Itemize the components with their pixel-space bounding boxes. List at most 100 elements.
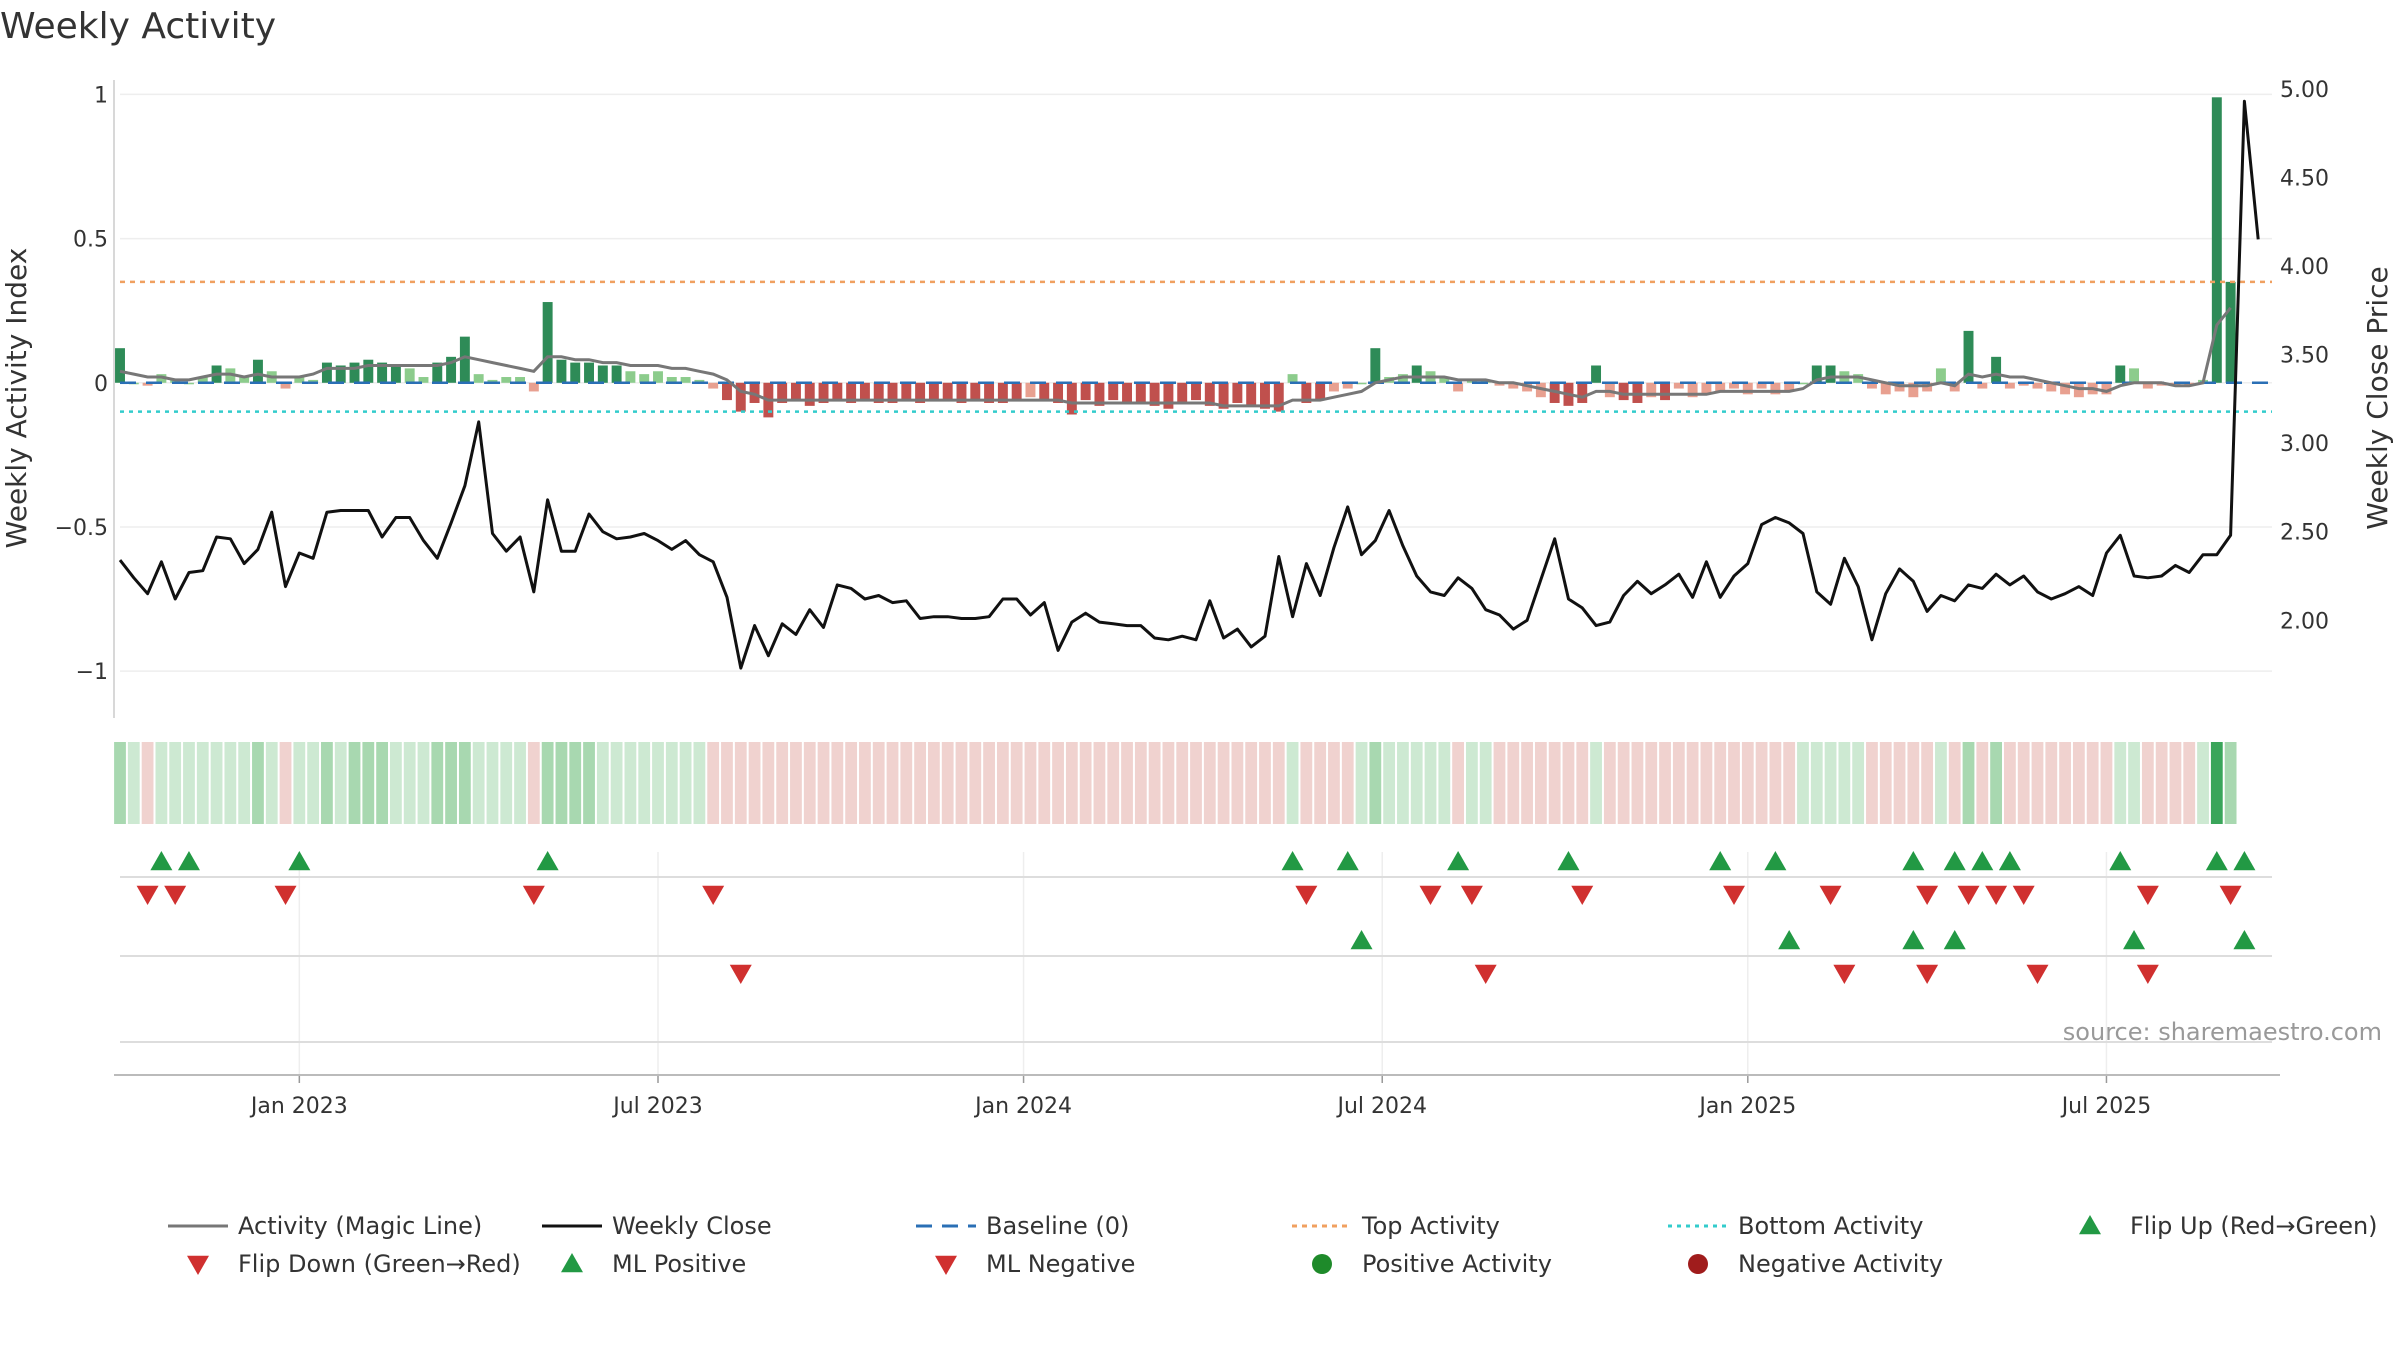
activity-bar bbox=[432, 362, 443, 383]
activity-bar bbox=[846, 382, 857, 403]
ml-negative-marker bbox=[1474, 964, 1497, 984]
heat-cell bbox=[2224, 742, 2237, 824]
heat-cell bbox=[1645, 742, 1658, 824]
activity-bar bbox=[915, 382, 926, 403]
heat-cell bbox=[1203, 742, 1216, 824]
legend-item-bottom: Bottom Activity bbox=[1668, 1212, 1923, 1240]
heat-cell bbox=[1962, 742, 1975, 824]
heat-cell bbox=[1893, 742, 1906, 824]
heat-cell bbox=[1162, 742, 1175, 824]
heat-cell bbox=[1217, 742, 1230, 824]
activity-bar bbox=[390, 365, 401, 383]
heat-cell bbox=[2141, 742, 2154, 824]
ml-negative-marker bbox=[2026, 964, 2049, 984]
heat-cell bbox=[1935, 742, 1947, 824]
heat-cell bbox=[1134, 742, 1147, 824]
heat-cell bbox=[486, 742, 499, 824]
heat-cell bbox=[1341, 742, 1354, 824]
legend-item-flipup: Flip Up (Red→Green) bbox=[2079, 1212, 2378, 1240]
heat-cell bbox=[707, 742, 720, 824]
y-axis-left-title: Weekly Activity Index bbox=[0, 248, 33, 549]
heat-cell bbox=[762, 742, 775, 824]
activity-bar bbox=[901, 382, 912, 401]
heat-cell bbox=[417, 742, 430, 824]
heat-cell bbox=[183, 742, 195, 824]
activity-bar bbox=[1301, 382, 1312, 403]
heat-cell bbox=[1783, 742, 1796, 824]
activity-bar bbox=[1646, 382, 1657, 398]
activity-bar bbox=[1963, 330, 1974, 383]
activity-bar bbox=[1715, 382, 1726, 392]
x-tick-label: Jul 2024 bbox=[1335, 1094, 1427, 1119]
activity-bar bbox=[680, 377, 691, 383]
activity-bar bbox=[1149, 382, 1160, 406]
heat-cell bbox=[652, 742, 664, 824]
legend-item-mlneg: ML Negative bbox=[935, 1250, 1135, 1278]
heat-cell bbox=[1976, 742, 1989, 824]
legend-item-baseline: Baseline (0) bbox=[916, 1212, 1129, 1240]
activity-bar bbox=[349, 362, 360, 383]
activity-bar bbox=[542, 302, 553, 383]
heat-cell bbox=[1907, 742, 1920, 824]
heat-cell bbox=[1438, 742, 1451, 824]
legend-label: Flip Up (Red→Green) bbox=[2130, 1212, 2378, 1240]
activity-bar bbox=[459, 336, 470, 383]
flip-up-marker bbox=[2205, 851, 2228, 871]
activity-bar bbox=[1908, 382, 1919, 398]
heat-cell bbox=[1948, 742, 1961, 824]
heat-cell bbox=[1259, 742, 1271, 824]
flip-down-marker bbox=[164, 885, 187, 905]
y-axis-right-title: Weekly Close Price bbox=[2361, 266, 2394, 529]
flip-down-marker bbox=[1460, 885, 1483, 905]
heat-cell bbox=[293, 742, 306, 824]
flip-up-marker bbox=[1998, 851, 2021, 871]
heat-cell bbox=[1065, 742, 1078, 824]
heat-cell bbox=[1838, 742, 1851, 824]
activity-bar bbox=[1577, 382, 1588, 403]
flip-up-marker bbox=[2233, 851, 2256, 871]
activity-bar bbox=[377, 362, 388, 383]
activity-bar bbox=[1163, 382, 1174, 409]
flip-up-marker bbox=[2109, 851, 2132, 871]
heat-cell bbox=[817, 742, 830, 824]
heat-cell bbox=[1148, 742, 1161, 824]
activity-bar bbox=[1756, 382, 1767, 389]
activity-bar bbox=[694, 379, 705, 383]
heat-cell bbox=[886, 742, 899, 824]
heat-cell bbox=[1672, 742, 1685, 824]
heat-cell bbox=[1755, 742, 1768, 824]
heat-cell bbox=[376, 742, 388, 824]
activity-bar bbox=[2225, 281, 2236, 383]
flip-up-marker bbox=[536, 851, 559, 871]
heat-cell bbox=[928, 742, 940, 824]
heat-cell bbox=[1686, 742, 1699, 824]
flip-up-marker bbox=[1709, 851, 1732, 871]
activity-bar bbox=[722, 382, 732, 401]
heat-cell bbox=[996, 742, 1009, 824]
heat-cell bbox=[2059, 742, 2071, 824]
heat-cell bbox=[1603, 742, 1616, 824]
legend: Activity (Magic Line) Weekly Close Baselin… bbox=[168, 1212, 2378, 1278]
x-tick-label: Jul 2023 bbox=[611, 1094, 703, 1119]
x-tick-label: Jul 2025 bbox=[2060, 1094, 2152, 1119]
heat-cell bbox=[1052, 742, 1064, 824]
activity-bar bbox=[1094, 382, 1105, 406]
heat-cell bbox=[196, 742, 209, 824]
heat-cell bbox=[1314, 742, 1327, 824]
activity-bar bbox=[115, 348, 125, 383]
activity-bar bbox=[818, 382, 829, 403]
heat-cell bbox=[2100, 742, 2113, 824]
activity-bar bbox=[625, 371, 636, 383]
ml-negative-marker bbox=[2136, 964, 2159, 984]
heat-cell bbox=[1452, 742, 1464, 824]
heat-cell bbox=[1010, 742, 1023, 824]
heat-cell bbox=[1286, 742, 1299, 824]
activity-bar bbox=[570, 362, 581, 383]
activity-bar bbox=[1770, 382, 1781, 395]
legend-item-close: Weekly Close bbox=[542, 1212, 772, 1240]
heat-cell bbox=[734, 742, 747, 824]
activity-bar bbox=[1825, 365, 1836, 383]
activity-bar bbox=[1204, 382, 1215, 406]
heat-cell bbox=[1797, 742, 1809, 824]
activity-bar bbox=[1177, 382, 1188, 403]
